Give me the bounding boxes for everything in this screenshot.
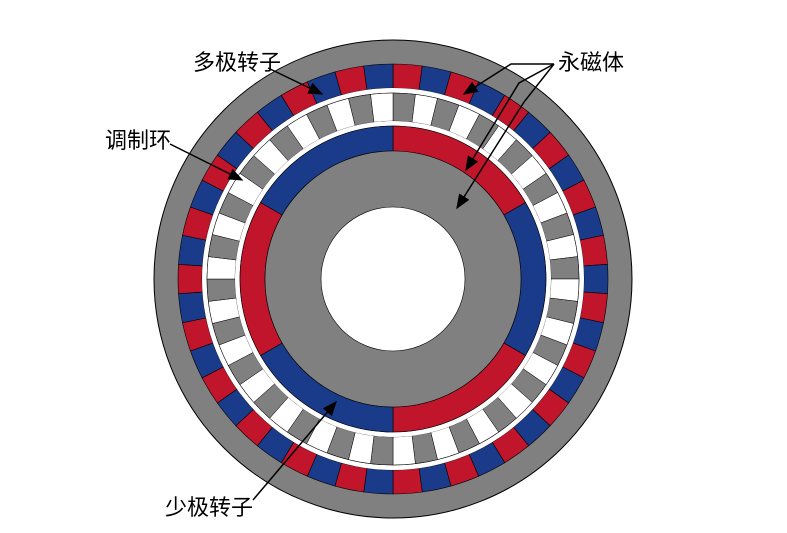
outer-magnet-segment	[393, 64, 422, 90]
magnetic-gear-diagram: 多极转子调制环少极转子 永磁体	[0, 0, 787, 533]
outer-magnet-segment	[179, 235, 206, 266]
shaft-bore	[321, 207, 465, 351]
modulation-tooth	[207, 279, 236, 301]
outer-magnet-segment	[584, 264, 608, 293]
outer-magnet-segment	[393, 468, 422, 494]
modulation-tooth	[371, 436, 393, 465]
modulation-label: 调制环	[105, 128, 171, 153]
outer-magnet-segment	[178, 264, 202, 293]
outer-magnet-segment	[179, 292, 206, 323]
modulation-slot	[207, 257, 236, 279]
outer-magnet-segment	[580, 235, 607, 266]
modulation-tooth	[550, 257, 579, 279]
outer-magnet-segment	[580, 292, 607, 323]
modulation-slot	[550, 279, 579, 301]
magnets-label: 永磁体	[558, 50, 624, 75]
modulation-slot	[393, 436, 415, 465]
outer-magnet-segment	[364, 64, 393, 90]
rotor-assembly	[154, 40, 632, 518]
modulation-slot	[371, 93, 393, 122]
outer-magnet-segment	[364, 468, 393, 494]
modulation-tooth	[393, 93, 415, 122]
outer_rotor-label: 多极转子	[193, 50, 281, 75]
inner_rotor-label: 少极转子	[165, 495, 253, 520]
